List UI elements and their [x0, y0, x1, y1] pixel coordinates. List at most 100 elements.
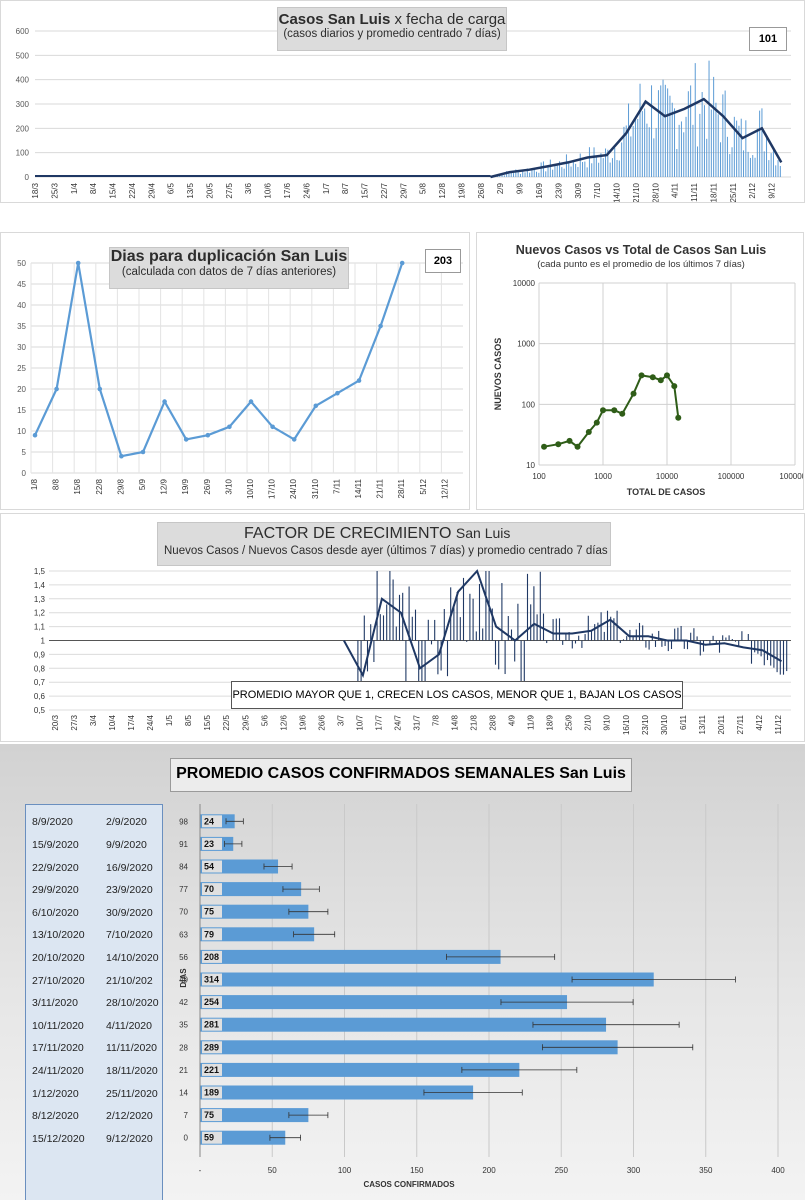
week-end-date: 15/9/2020 [32, 838, 79, 851]
scatter-point [638, 372, 645, 379]
growth-title-rest: San Luis [455, 525, 511, 541]
date-range-box: 8/9/2020 2/9/2020 15/9/2020 9/9/2020 22/9/20… [25, 804, 163, 1200]
doubling-point [313, 403, 319, 409]
y-tick-label: 25 [17, 364, 26, 373]
x-tick-label: 350 [699, 1166, 713, 1175]
x-tick-label: 150 [410, 1166, 424, 1175]
scatter-point [585, 428, 592, 435]
y-tick-label: 30 [17, 343, 26, 352]
y-tick-label: 300 [16, 100, 30, 109]
doubling-point [227, 424, 232, 430]
x-tick-label: 21/10 [632, 182, 641, 203]
doubling-badge: 203 [425, 249, 461, 273]
value-label: 23 [204, 839, 214, 849]
x-tick-label: 4/11 [671, 182, 680, 198]
x-tick-label: 15/8 [73, 478, 82, 494]
scatter-point [675, 414, 682, 421]
growth-title-box: FACTOR DE CRECIMIENTO San Luis Nuevos Ca… [157, 522, 611, 566]
scatter-point [611, 407, 618, 414]
weekly-bar [200, 1017, 607, 1032]
week-start-date: 23/9/2020 [106, 884, 153, 897]
weekly-bar [200, 949, 501, 964]
weekly-bar [200, 904, 309, 919]
scatter-chart: 10 100 1000 10000 100 1000 10000 100000 1000000 T… [493, 279, 803, 497]
dias-label: 49 [179, 976, 188, 985]
growth-title: FACTOR DE CRECIMIENTO [244, 525, 452, 542]
x-tick-label: 24/10 [289, 478, 298, 499]
x-tick-label: 26/8 [477, 182, 486, 198]
x-tick-label: 19/9 [181, 478, 190, 494]
dias-label: 77 [179, 885, 188, 894]
x-tick-label: 25/9 [565, 714, 574, 730]
x-tick-label: 3/7 [336, 714, 345, 726]
x-tick-label: 17/10 [268, 478, 277, 499]
y-tick-label: 10 [17, 427, 26, 436]
week-start-date: 11/11/2020 [106, 1042, 157, 1055]
doubling-title-box: Dias para duplicación San Luis (calculad… [109, 247, 349, 289]
weekly-bar [200, 972, 654, 987]
scatter-point [555, 441, 562, 448]
week-end-date: 8/9/2020 [32, 816, 73, 829]
x-tick-label: 30/9 [574, 182, 583, 198]
x-tick-label: 23/9 [554, 182, 563, 198]
y-tick-label: 35 [17, 322, 26, 331]
y-tick-label: 200 [16, 124, 30, 133]
x-tick-label: 250 [555, 1166, 569, 1175]
x-tick-label: 12/6 [279, 714, 288, 730]
scatter-subtitle: (cada punto es el promedio de los último… [537, 259, 745, 270]
x-tick-label: 2/9 [496, 182, 505, 194]
y-tick-label: 40 [17, 301, 26, 310]
doubling-point [378, 323, 383, 329]
x-tick-label: 19/6 [298, 714, 307, 730]
x-axis-label: TOTAL DE CASOS [627, 487, 706, 497]
scatter-line [543, 373, 680, 449]
scatter-point [574, 443, 581, 450]
dias-label: 14 [179, 1089, 188, 1098]
x-tick-label: 5/12 [419, 478, 428, 494]
scatter-point [630, 390, 637, 397]
doubling-line [34, 262, 404, 458]
x-tick-label: 4/9 [508, 714, 517, 726]
week-end-date: 10/11/2020 [32, 1019, 84, 1032]
y-axis-label: DIAS [179, 968, 188, 988]
doubling-point [162, 399, 167, 404]
x-tick-label: 10/7 [355, 714, 364, 730]
doubling-point [75, 260, 81, 266]
value-label-bg [202, 1063, 222, 1076]
y-tick-label: 15 [17, 406, 26, 415]
x-tick-label: 28/8 [489, 714, 498, 730]
scatter-point [664, 372, 670, 379]
week-end-date: 1/12/2020 [32, 1087, 79, 1100]
y-tick-label: 100 [522, 400, 536, 409]
week-start-date: 14/10/2020 [106, 951, 159, 964]
x-tick-label: 22/5 [222, 714, 231, 730]
y-tick-label: 0,5 [34, 706, 46, 715]
y-tick-label: 1,2 [34, 609, 46, 618]
week-end-date: 13/10/2020 [32, 929, 85, 942]
doubling-subtitle: (calculada con datos de 7 días anteriore… [121, 266, 337, 278]
x-tick-label: 5/8 [419, 182, 428, 194]
doubling-panel: 0 5 10 15 20 25 30 35 40 45 50 1/8 8/8 15/8 22/8 29/8 5/… [0, 232, 470, 510]
dias-label: 7 [184, 1111, 189, 1120]
x-tick-label: 6/5 [167, 182, 176, 194]
dias-label: 84 [179, 863, 188, 872]
daily-subtitle: (casos diarios y promedio centrado 7 día… [283, 28, 501, 40]
week-end-date: 15/12/2020 [32, 1132, 85, 1145]
value-label: 314 [204, 975, 219, 985]
y-tick-label: 0 [22, 469, 27, 478]
x-tick-label: 400 [771, 1166, 785, 1175]
x-tick-label: 29/4 [147, 182, 156, 198]
x-tick-label: 17/7 [374, 714, 383, 730]
x-tick-label: 7/11 [332, 478, 341, 494]
x-tick-label: 26/9 [203, 478, 212, 494]
growth-factor-chart: 0,5 0,6 0,7 0,8 0,9 1 1,1 1,2 1,3 1,4 1,5 20/3 27/3 3… [34, 567, 791, 735]
x-tick-label: 50 [268, 1166, 277, 1175]
week-start-date: 21/10/202 [106, 974, 153, 987]
y-tick-label: 50 [17, 259, 26, 268]
doubling-point [97, 386, 103, 392]
x-tick-label: 27/11 [736, 714, 745, 734]
x-tick-label: 200 [482, 1166, 496, 1175]
x-tick-label: 1/5 [165, 714, 174, 726]
x-tick-label: 18/9 [546, 714, 555, 730]
value-label-bg [202, 815, 222, 828]
